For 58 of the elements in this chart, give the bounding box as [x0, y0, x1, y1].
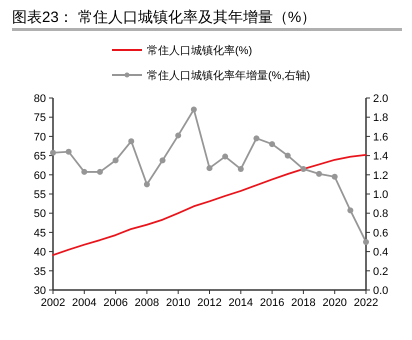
y-tick-label: 30	[34, 285, 46, 297]
y2-tick-label: 1.2	[373, 170, 388, 182]
x-tick-label: 2004	[72, 297, 97, 309]
point	[81, 168, 88, 175]
y-tick-label: 50	[34, 208, 46, 220]
x-tick-label: 2012	[197, 297, 222, 309]
x-tick-label: 2016	[260, 297, 284, 309]
point	[269, 141, 276, 148]
y2-tick-label: 0.0	[373, 285, 388, 297]
y2-tick-label: 1.8	[373, 112, 388, 124]
point	[238, 166, 244, 172]
y2-tick-label: 1.6	[373, 131, 388, 144]
point	[284, 152, 291, 159]
y-tick-label: 60	[34, 170, 46, 182]
x-tick-label: 2014	[228, 297, 254, 309]
y2-tick-label: 0.6	[373, 227, 388, 240]
point	[128, 138, 134, 144]
y2-tick-label: 1.4	[373, 150, 388, 163]
legend-label: 常住人口城镇化率(%)	[147, 44, 252, 57]
x-tick-label: 2006	[103, 297, 128, 309]
y2-tick-label: 2.0	[373, 93, 388, 105]
x-tick-label: 2008	[134, 297, 160, 309]
x-tick-label: 2002	[40, 297, 66, 309]
y-tick-label: 70	[34, 131, 46, 144]
point	[96, 168, 103, 175]
point	[316, 170, 322, 177]
y-tick-label: 80	[34, 93, 46, 105]
x-tick-label: 2010	[166, 297, 190, 309]
y2-tick-label: 1.0	[373, 189, 388, 201]
line-series	[52, 154, 367, 256]
y-tick-label: 45	[34, 227, 46, 240]
chart-title: 图表23： 常住人口城镇化率及其年增量（%）	[12, 9, 316, 26]
y-tick-label: 75	[34, 112, 46, 124]
y2-tick-label: 0.2	[373, 266, 388, 278]
y2-tick-label: 0.8	[373, 208, 388, 220]
point	[175, 132, 182, 138]
x-tick-label: 2022	[354, 297, 378, 309]
point	[300, 166, 306, 172]
y-tick-label: 65	[34, 150, 46, 163]
legend-label: 常住人口城镇化率年增量(%,右轴)	[147, 69, 310, 82]
point	[253, 135, 260, 142]
point	[144, 181, 150, 188]
point	[66, 148, 72, 155]
point	[112, 157, 119, 164]
y-tick-label: 55	[34, 189, 46, 201]
point	[50, 150, 56, 156]
point	[206, 165, 212, 172]
y-tick-label: 40	[34, 246, 46, 259]
point	[363, 239, 369, 245]
x-tick-label: 2020	[322, 297, 347, 309]
y-tick-label: 35	[34, 266, 46, 278]
point	[332, 174, 338, 180]
y2-tick-label: 0.4	[373, 246, 388, 259]
x-tick-label: 2018	[291, 297, 316, 309]
point	[160, 157, 166, 164]
point	[222, 154, 228, 160]
point	[347, 207, 354, 214]
point	[190, 106, 197, 113]
